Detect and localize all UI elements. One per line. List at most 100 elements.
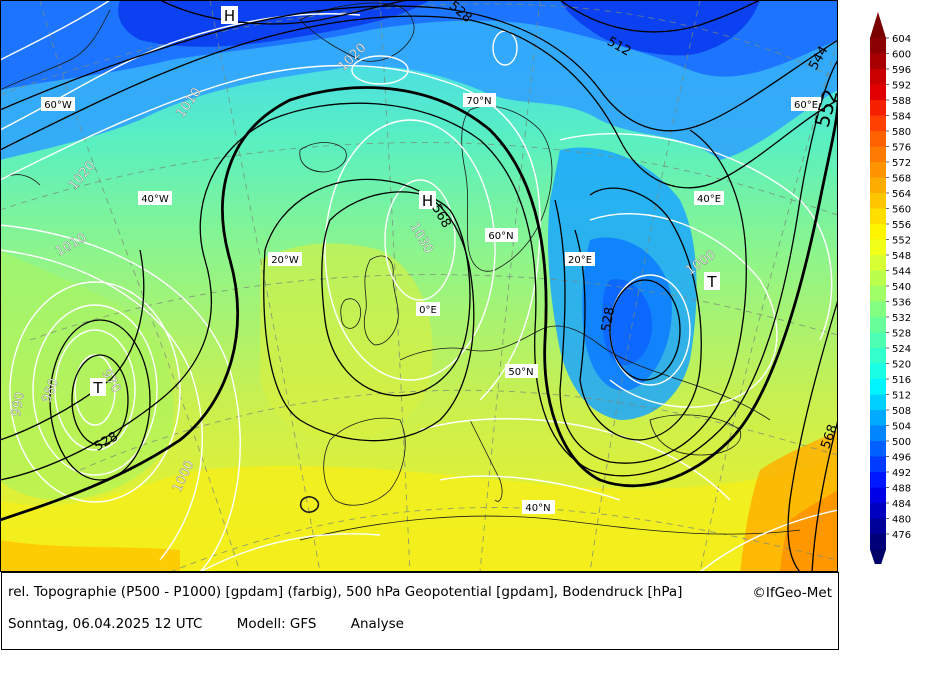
lon-label-20w: 20°W [268,252,302,266]
colorbar-swatch [870,69,886,85]
colorbar-swatch [870,84,886,101]
colorbar-level-label: 576 [892,143,911,154]
colorbar-swatches [870,12,886,564]
colorbar-swatch [870,518,886,535]
geo-label: 568 [818,423,838,451]
colorbar-labels: 604 600 596 592 588 584 580 576 572 568 564 560 556 5… [886,34,911,541]
colorbar-swatch [870,286,886,302]
caption-box: rel. Topographie (P500 - P1000) [gpdam] … [1,572,839,650]
colorbar: 604 600 596 592 588 584 580 576 572 568 564 560 556 5… [870,12,911,564]
colorbar-level-label: 516 [892,375,911,386]
svg-text:60°E: 60°E [794,100,818,111]
svg-text:T: T [706,273,717,291]
colorbar-swatch [870,162,886,178]
pressure-isobars [0,0,838,572]
geopotential-contours [0,0,838,572]
colorbar-swatch [870,410,886,426]
colorbar-level-label: 512 [892,391,911,402]
lat-label-60n: 60°N [485,228,518,242]
colorbar-swatch [870,115,886,132]
colorbar-level-label: 524 [892,344,911,355]
lat-label-70n: 70°N [463,93,496,107]
colorbar-level-label: 572 [892,158,911,169]
low-center-east: T [704,272,720,291]
colorbar-swatch [870,146,886,163]
colorbar-level-label: 528 [892,329,911,340]
lon-label-40w: 40°W [138,191,172,205]
map-title: rel. Topographie (P500 - P1000) [gpdam] … [8,584,683,600]
colorbar-level-label: 504 [892,422,911,433]
colorbar-level-label: 584 [892,112,911,123]
high-center-atlantic: H [419,191,436,210]
low-center-atlantic: T [90,378,106,397]
colorbar-swatch [870,270,886,287]
colorbar-swatch [870,208,886,225]
colorbar-swatch [870,53,886,70]
colorbar-level-label: 568 [892,174,911,185]
graticule [0,0,838,572]
svg-text:40°N: 40°N [525,503,550,514]
geo-label: 528 [599,306,618,333]
colorbar-swatch [870,348,886,364]
run-type: Analyse [350,616,404,632]
colorbar-swatch [870,441,886,457]
valid-date: Sonntag, 06.04.2025 12 UTC [8,616,203,632]
colorbar-level-label: 600 [892,50,911,61]
svg-text:70°N: 70°N [466,96,491,107]
svg-text:40°W: 40°W [141,194,169,205]
colorbar-level-label: 536 [892,298,911,309]
colorbar-level-label: 480 [892,515,911,526]
colorbar-level-label: 604 [892,34,911,45]
colorbar-swatch [870,38,886,54]
colorbar-level-label: 520 [892,360,911,371]
colorbar-top-arrow [870,12,886,38]
colorbar-level-label: 544 [892,267,911,278]
svg-text:T: T [92,379,103,397]
colorbar-swatch [870,534,886,550]
colorbar-level-label: 588 [892,96,911,107]
model-name: Modell: GFS [236,616,317,632]
colorbar-swatch [870,177,886,194]
colorbar-level-label: 556 [892,220,911,231]
lon-label-60e: 60°E [791,97,821,111]
isobar-label: 990 [9,391,28,418]
colorbar-swatch [870,239,886,256]
weather-map: 60°W 70°N 60°E 40°W 40°E 20°W [0,0,838,572]
thickness-fields [0,0,838,572]
lon-label-0e: 0°E [416,302,440,316]
svg-text:60°N: 60°N [488,231,513,242]
colorbar-level-label: 560 [892,205,911,216]
colorbar-swatch [870,301,886,318]
colorbar-swatch [870,456,886,473]
map-frame [0,0,838,572]
colorbar-level-label: 496 [892,453,911,464]
colorbar-level-label: 500 [892,437,911,448]
colorbar-swatch [870,472,886,488]
svg-text:50°N: 50°N [508,367,533,378]
colorbar-level-label: 552 [892,236,911,247]
colorbar-swatch [870,193,886,209]
svg-text:40°E: 40°E [697,194,721,205]
colorbar-level-label: 492 [892,468,911,479]
colorbar-swatch [870,487,886,504]
colorbar-swatch [870,100,886,116]
colorbar-swatch [870,363,886,380]
lon-label-60w: 60°W [41,97,75,111]
caption-meta: Sonntag, 06.04.2025 12 UTC Modell: GFS A… [8,616,434,632]
colorbar-level-label: 580 [892,127,911,138]
colorbar-level-label: 484 [892,499,911,510]
high-center-north: H [221,6,238,25]
colorbar-level-label: 592 [892,81,911,92]
colorbar-level-label: 476 [892,530,911,541]
copyright: ©IfGeo-Met [752,585,832,601]
colorbar-level-label: 508 [892,406,911,417]
colorbar-swatch [870,503,886,519]
geopotential-labels: 528 512 544 552 568 528 528 568 [92,0,838,455]
colorbar-level-label: 564 [892,189,911,200]
colorbar-level-label: 540 [892,282,911,293]
svg-text:H: H [224,7,235,25]
svg-text:0°E: 0°E [419,305,437,316]
colorbar-swatch [870,224,886,240]
colorbar-level-label: 548 [892,251,911,262]
graticule-labels: 60°W 70°N 60°E 40°W 40°E 20°W [41,93,821,514]
